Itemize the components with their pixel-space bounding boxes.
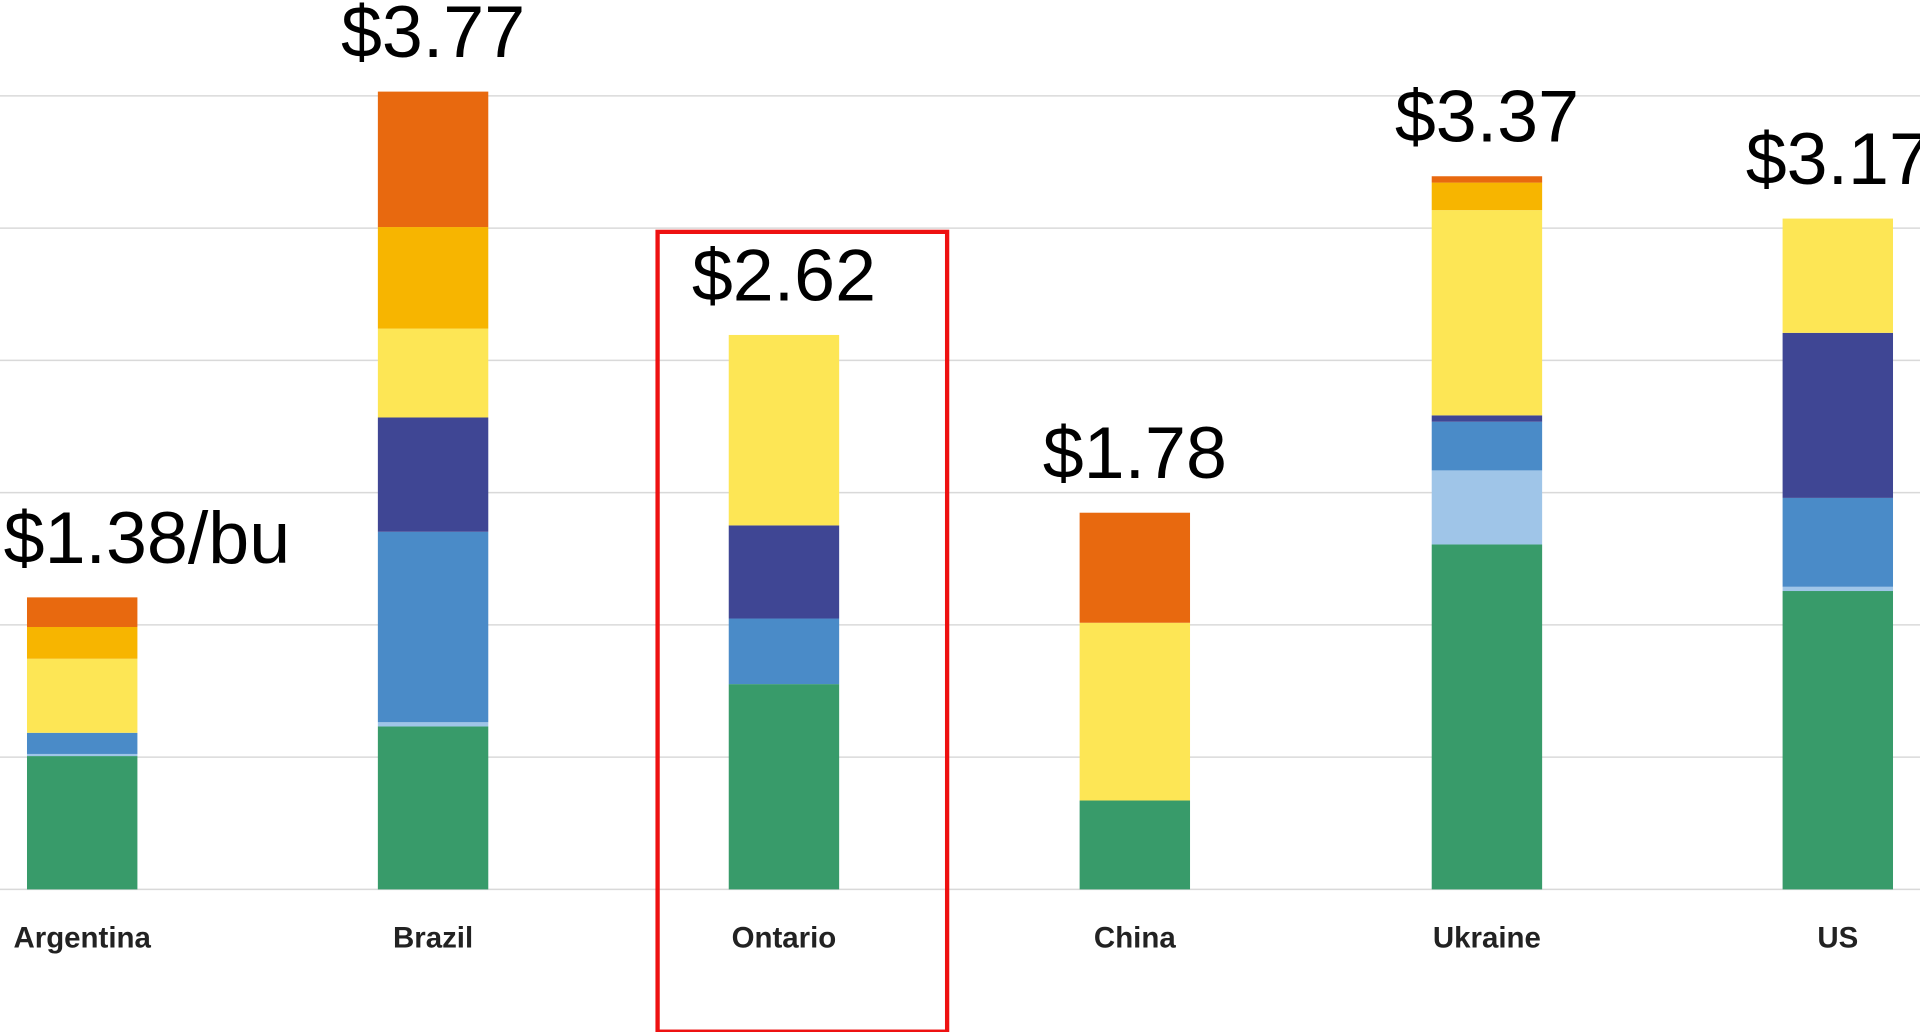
bar-segment <box>26 732 138 754</box>
bar-segment <box>26 756 138 890</box>
bar-segment <box>377 227 489 329</box>
total-label: $3.37 <box>1395 75 1579 158</box>
total-label: $1.78 <box>1043 411 1227 494</box>
bar-segment <box>26 597 138 627</box>
bar-segment <box>1431 415 1543 422</box>
x-tick-label: China <box>1094 921 1176 954</box>
x-tick-label: US <box>1817 921 1858 954</box>
x-tick-label: Ukraine <box>1433 921 1541 954</box>
bar-segment <box>26 753 138 757</box>
bar-segment <box>1079 622 1191 801</box>
bar-segment <box>1431 470 1543 545</box>
x-tick-label: Argentina <box>14 921 152 954</box>
bar-segment <box>1431 210 1543 416</box>
labels: $1.38/bu Argentina $3.77 Brazil $2.62 Ontario… <box>4 0 1920 954</box>
total-label: $3.77 <box>341 0 525 73</box>
bar-segment <box>1782 497 1894 587</box>
bar-segment <box>377 726 489 890</box>
bar-segment <box>26 658 138 733</box>
bars <box>26 91 1894 890</box>
bar-segment <box>1431 182 1543 211</box>
bar-segment <box>377 531 489 723</box>
bar-segment <box>1431 544 1543 890</box>
bar-segment <box>1782 332 1894 498</box>
total-label: $1.38/bu <box>4 496 290 579</box>
bar-segment <box>377 91 489 228</box>
bar-segment <box>1079 800 1191 890</box>
bar-segment <box>377 722 489 727</box>
bar-segment <box>728 684 840 890</box>
bar-segment <box>728 618 840 685</box>
grid <box>0 95 1920 891</box>
bar-segment <box>1782 586 1894 592</box>
bar-segment <box>377 328 489 418</box>
bar-segment <box>728 525 840 619</box>
bar-segment <box>728 334 840 526</box>
bar-segment <box>1431 176 1543 183</box>
bar-segment <box>26 626 138 659</box>
total-label: $3.17 <box>1746 117 1920 200</box>
bar-segment <box>1782 591 1894 890</box>
bar-segment <box>377 417 489 532</box>
bar-segment <box>1782 218 1894 333</box>
x-tick-label: Brazil <box>393 921 473 954</box>
x-tick-label: Ontario <box>732 921 837 954</box>
total-label: $2.62 <box>692 233 876 316</box>
bar-segment <box>1079 512 1191 623</box>
bar-segment <box>1431 421 1543 471</box>
